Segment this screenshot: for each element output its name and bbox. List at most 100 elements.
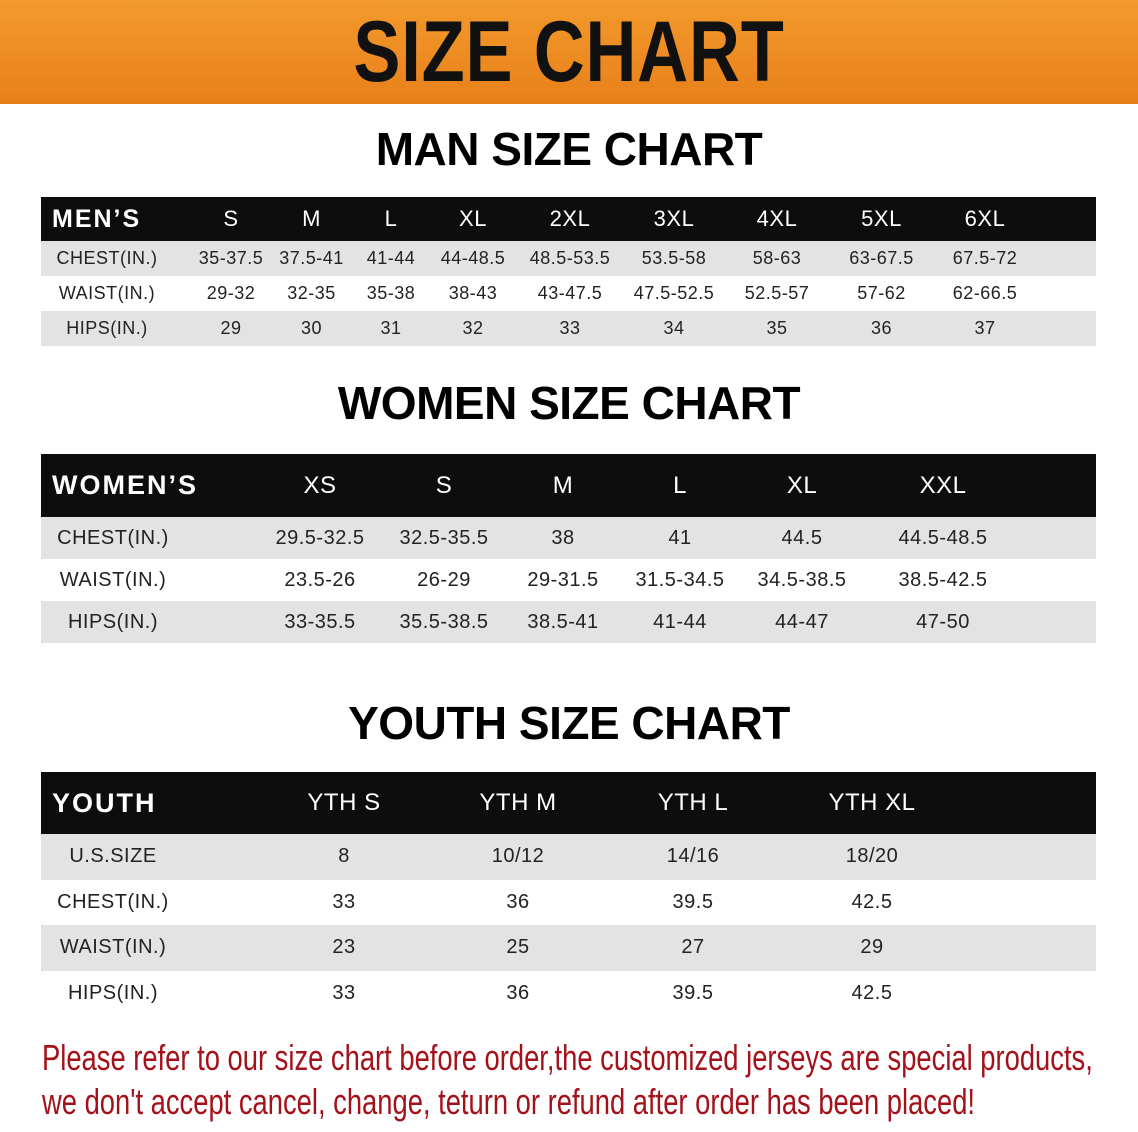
measurement-cell: 33 <box>332 981 356 1004</box>
measurement-cell: 52.5-57 <box>744 283 810 303</box>
measurement-cell: 8 <box>338 845 350 868</box>
measurement-cell: 34.5-38.5 <box>757 568 847 591</box>
size-header: YTH S <box>307 789 381 816</box>
row-label: WAIST(IN.) <box>59 568 167 591</box>
men-size-table: MEN’S S M L XL 2XL 3XL 4XL 5XL 6XL CHEST(IN.) 35-37… <box>41 197 1096 346</box>
size-header: XS <box>303 471 337 499</box>
measurement-cell: 63-67.5 <box>849 248 914 268</box>
measurement-cell: 18/20 <box>845 845 899 868</box>
row-label-cell: CHEST(IN.) <box>41 527 258 550</box>
measurement-cell: 41 <box>668 526 692 549</box>
measurement-cell: 29 <box>860 936 884 959</box>
size-header: XL <box>786 471 818 499</box>
row-label-cell: HIPS(IN.) <box>41 611 258 634</box>
size-header: 2XL <box>549 206 591 231</box>
measurement-cell: 57-62 <box>857 283 906 303</box>
measurement-cell: 36 <box>506 890 530 913</box>
row-label-cell: HIPS(IN.) <box>41 982 258 1005</box>
table-row: HIPS(IN.) 29 30 31 32 33 34 35 36 37 <box>41 311 1096 346</box>
row-label: U.S.SIZE <box>69 845 157 868</box>
row-label: WAIST(IN.) <box>58 283 156 303</box>
notice-line-2: we don't accept cancel, change, teturn o… <box>42 1081 976 1122</box>
measurement-cell: 37.5-41 <box>279 248 344 268</box>
table-label-header: MEN’S <box>52 204 142 233</box>
measurement-cell: 32-35 <box>287 283 336 303</box>
measurement-cell: 58-63 <box>752 248 802 268</box>
size-header: S <box>435 471 453 499</box>
women-section-title: WOMEN SIZE CHART <box>337 377 801 429</box>
table-header-row: MEN’S S M L XL 2XL 3XL 4XL 5XL 6XL <box>41 197 1096 241</box>
size-header: YTH L <box>657 789 729 816</box>
men-section-title: MAN SIZE CHART <box>375 123 763 175</box>
size-header: XXL <box>919 471 967 499</box>
measurement-cell: 39.5 <box>672 981 714 1004</box>
measurement-cell: 34 <box>663 318 685 338</box>
measurement-cell: 31.5-34.5 <box>635 568 725 591</box>
table-row: HIPS(IN.) 33-35.5 35.5-38.5 38.5-41 41-44 44-… <box>41 601 1096 643</box>
measurement-cell: 10/12 <box>491 845 545 868</box>
table-row: HIPS(IN.) 33 36 39.5 42.5 <box>41 970 1096 1016</box>
size-header: M <box>552 471 574 499</box>
measurement-cell: 35-37.5 <box>198 248 264 268</box>
measurement-cell: 42.5 <box>851 981 893 1004</box>
size-header: M <box>302 206 321 231</box>
measurement-cell: 38.5-41 <box>527 610 599 633</box>
measurement-cell: 44-48.5 <box>440 248 506 268</box>
measurement-cell: 38.5-42.5 <box>898 568 988 591</box>
row-label-cell: WAIST(IN.) <box>41 936 258 959</box>
measurement-cell: 30 <box>300 318 323 338</box>
measurement-cell: 44-47 <box>775 610 829 633</box>
table-header-row: WOMEN’S XS S M L XL XXL <box>41 454 1096 517</box>
row-label-cell: CHEST(IN.) <box>41 248 191 269</box>
measurement-cell: 14/16 <box>666 845 720 868</box>
size-header: XL <box>459 206 487 231</box>
measurement-cell: 33 <box>559 318 581 338</box>
measurement-cell: 27 <box>681 936 705 959</box>
row-label-cell: CHEST(IN.) <box>41 891 258 914</box>
table-row: CHEST(IN.) 29.5-32.5 32.5-35.5 38 41 44.5 44.5… <box>41 517 1096 559</box>
size-header: L <box>673 471 687 499</box>
measurement-cell: 29-31.5 <box>527 568 599 591</box>
measurement-cell: 23.5-26 <box>284 568 356 591</box>
row-label: CHEST(IN.) <box>57 526 169 549</box>
measurement-cell: 36 <box>506 981 530 1004</box>
row-label-cell: HIPS(IN.) <box>41 318 191 339</box>
measurement-cell: 35.5-38.5 <box>399 610 489 633</box>
measurement-cell: 62-66.5 <box>952 283 1018 303</box>
measurement-cell: 33-35.5 <box>284 610 356 633</box>
measurement-cell: 29.5-32.5 <box>275 526 365 549</box>
table-row: CHEST(IN.) 33 36 39.5 42.5 <box>41 879 1096 925</box>
measurement-cell: 41-44 <box>366 248 416 268</box>
table-header-row: YOUTH YTH S YTH M YTH L YTH XL <box>41 772 1096 834</box>
size-header: 3XL <box>653 206 695 231</box>
row-label: HIPS(IN.) <box>67 610 159 633</box>
notice-line-1: Please refer to our size chart before or… <box>42 1037 1093 1078</box>
measurement-cell: 41-44 <box>653 610 707 633</box>
measurement-cell: 31 <box>380 318 402 338</box>
women-size-table: WOMEN’S XS S M L XL XXL CHEST(IN.) 29.5-32.5 32.5… <box>41 454 1096 643</box>
youth-section-title: YOUTH SIZE CHART <box>348 697 790 749</box>
table-row: CHEST(IN.) 35-37.5 37.5-41 41-44 44-48.5 48.5… <box>41 241 1096 276</box>
row-label: HIPS(IN.) <box>66 318 148 338</box>
page-title: SIZE CHART <box>353 4 785 100</box>
row-label-cell: WAIST(IN.) <box>41 283 191 304</box>
measurement-cell: 67.5-72 <box>952 248 1018 268</box>
measurement-cell: 35-38 <box>366 283 416 303</box>
banner: SIZE CHART <box>0 0 1138 104</box>
measurement-cell: 29-32 <box>206 283 256 303</box>
measurement-cell: 29 <box>220 318 242 338</box>
measurement-cell: 43-47.5 <box>537 283 603 303</box>
measurement-cell: 32 <box>462 318 484 338</box>
row-label: CHEST(IN.) <box>57 890 169 913</box>
size-header: 4XL <box>756 206 798 231</box>
measurement-cell: 35 <box>766 318 788 338</box>
measurement-cell: 25 <box>506 936 530 959</box>
measurement-cell: 48.5-53.5 <box>529 248 611 268</box>
table-label-header: WOMEN’S <box>52 470 198 500</box>
row-label: WAIST(IN.) <box>59 936 167 959</box>
measurement-cell: 32.5-35.5 <box>399 526 489 549</box>
measurement-cell: 33 <box>332 890 356 913</box>
row-label-cell: WAIST(IN.) <box>41 569 258 592</box>
measurement-cell: 53.5-58 <box>641 248 707 268</box>
table-row: WAIST(IN.) 23.5-26 26-29 29-31.5 31.5-34.5 34… <box>41 559 1096 601</box>
